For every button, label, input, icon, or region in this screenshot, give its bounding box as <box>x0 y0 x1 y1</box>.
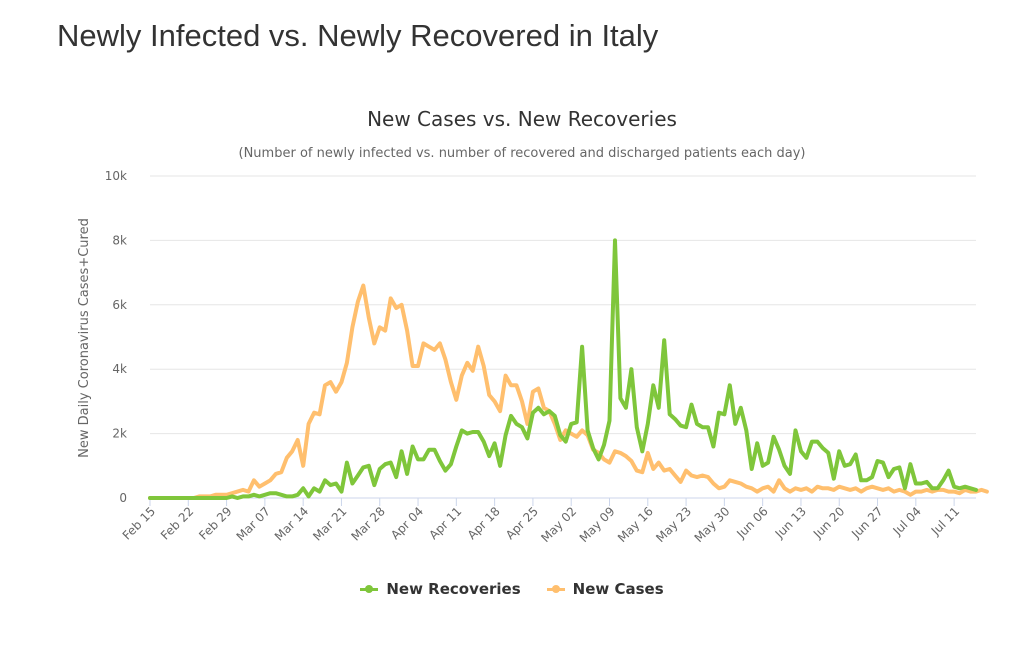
x-tick-label: Feb 15 <box>120 504 158 542</box>
x-tick-label: Mar 28 <box>348 504 387 543</box>
x-tick-label: Jun 20 <box>810 504 847 541</box>
x-tick-label: May 02 <box>538 504 579 545</box>
legend-symbol-cases <box>546 583 565 595</box>
series-line-recoveries[interactable] <box>148 238 978 500</box>
x-tick-label: Mar 14 <box>272 504 311 543</box>
y-tick-label: 6k <box>112 298 127 312</box>
y-axis-labels: 0 2k 4k 6k 8k 10k <box>105 169 127 505</box>
legend-symbol-recoveries <box>360 583 379 595</box>
x-tick-label: Mar 07 <box>234 504 273 543</box>
x-tick-label: Apr 25 <box>503 504 541 542</box>
x-tick-label: Jul 04 <box>890 504 924 538</box>
x-tick-label: Feb 29 <box>196 504 234 542</box>
series-line-cases[interactable] <box>148 283 989 500</box>
legend-label-recoveries: New Recoveries <box>386 580 521 598</box>
y-tick-label: 0 <box>119 491 127 505</box>
x-tick-label: Apr 11 <box>426 504 464 542</box>
x-tick-label: May 16 <box>615 504 656 545</box>
x-tick-label: Jun 27 <box>848 504 885 541</box>
x-tick-label: May 09 <box>577 504 618 545</box>
chart-subtitle: (Number of newly infected vs. number of … <box>239 146 806 161</box>
y-axis-title: New Daily Coronavirus Cases+Cured <box>77 218 92 458</box>
x-tick-label: Apr 04 <box>388 504 426 542</box>
legend-item-recoveries[interactable]: New Recoveries <box>360 580 521 598</box>
y-tick-label: 4k <box>112 362 127 376</box>
series-lines <box>148 238 989 500</box>
x-tick-label: Jun 06 <box>733 504 770 541</box>
y-tick-label: 2k <box>112 427 127 441</box>
x-tick-label: Jul 11 <box>928 504 962 538</box>
y-tick-label: 8k <box>112 233 127 247</box>
x-tick-label: Apr 18 <box>465 504 503 542</box>
x-tick-label: May 23 <box>653 504 694 545</box>
x-tick-label: Feb 22 <box>158 504 196 542</box>
x-tick-label: Mar 21 <box>310 504 349 543</box>
x-tick-label: Jun 13 <box>772 504 809 541</box>
page-title: Newly Infected vs. Newly Recovered in It… <box>57 18 659 53</box>
chart-title: New Cases vs. New Recoveries <box>367 107 677 131</box>
legend: New Recoveries New Cases <box>0 580 1024 598</box>
x-tick-label: May 30 <box>692 504 733 545</box>
gridlines <box>150 175 976 499</box>
legend-item-cases[interactable]: New Cases <box>546 580 664 598</box>
y-tick-label: 10k <box>105 169 127 183</box>
legend-label-cases: New Cases <box>572 580 664 598</box>
